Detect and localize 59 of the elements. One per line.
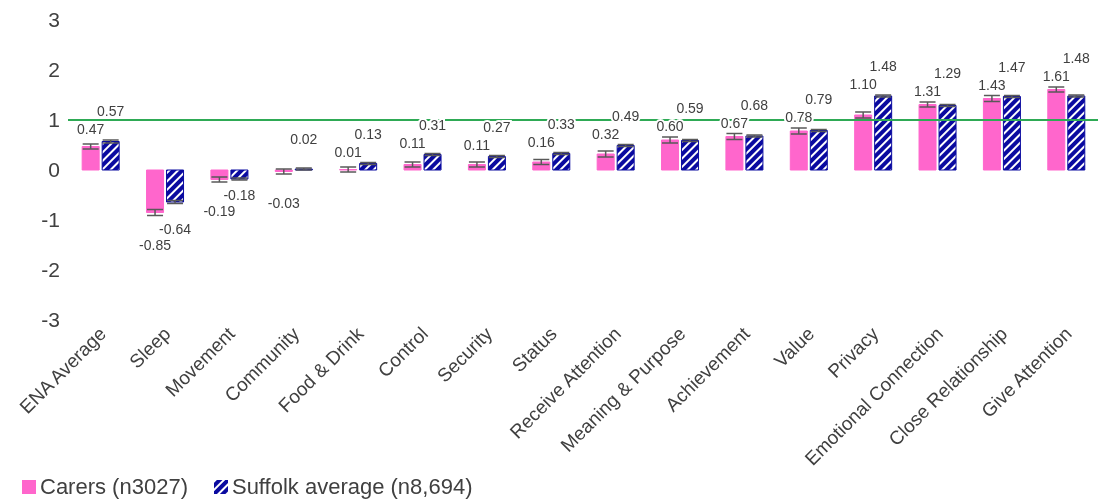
bar bbox=[616, 145, 635, 171]
bar bbox=[661, 139, 680, 171]
data-label: 0.27 bbox=[483, 118, 511, 135]
data-label: -0.19 bbox=[203, 203, 236, 219]
legend-label: Carers (n3027) bbox=[40, 474, 188, 500]
data-label: 0.02 bbox=[290, 131, 318, 147]
data-label: 0.16 bbox=[527, 133, 556, 150]
data-label: 0.11 bbox=[399, 134, 426, 151]
y-tick-label: 0 bbox=[48, 158, 60, 182]
bar bbox=[938, 105, 957, 171]
y-tick-label: -1 bbox=[41, 208, 60, 232]
data-label: 1.43 bbox=[978, 76, 1006, 93]
data-label: 1.47 bbox=[998, 58, 1026, 75]
data-label: 0.59 bbox=[676, 100, 704, 116]
y-tick-label: -2 bbox=[41, 258, 60, 282]
data-label: -0.18 bbox=[223, 187, 256, 203]
data-label: 0.32 bbox=[592, 125, 620, 142]
bar bbox=[874, 95, 893, 171]
legend-label: Suffolk average (n8,694) bbox=[231, 474, 473, 500]
bar bbox=[101, 141, 120, 171]
bar bbox=[146, 169, 165, 213]
bar bbox=[982, 98, 1001, 171]
bar bbox=[81, 146, 100, 171]
data-label: 0.01 bbox=[334, 143, 362, 160]
data-label: -0.64 bbox=[159, 220, 192, 237]
y-tick-label: 3 bbox=[48, 8, 60, 32]
data-label: 0.68 bbox=[740, 96, 769, 113]
bar bbox=[423, 154, 442, 171]
data-label: 0.47 bbox=[77, 121, 105, 137]
bar bbox=[1047, 89, 1066, 171]
data-label: 0.13 bbox=[354, 125, 382, 142]
bar bbox=[918, 104, 937, 171]
bar bbox=[487, 156, 506, 171]
data-label: 0.11 bbox=[463, 136, 491, 153]
data-label: -0.03 bbox=[267, 195, 300, 211]
bar bbox=[725, 136, 744, 171]
bar bbox=[166, 169, 185, 203]
data-label: 0.60 bbox=[656, 118, 684, 134]
data-label: 1.48 bbox=[869, 58, 897, 74]
y-tick-label: 2 bbox=[48, 58, 60, 82]
data-label: -0.85 bbox=[139, 236, 172, 253]
data-label: 0.79 bbox=[805, 91, 833, 107]
data-label: 1.29 bbox=[933, 65, 962, 81]
bar bbox=[809, 130, 828, 171]
bar bbox=[681, 140, 700, 171]
data-label: 0.31 bbox=[418, 116, 447, 133]
bar bbox=[745, 135, 764, 171]
y-tick-label: 1 bbox=[48, 108, 60, 132]
data-label: 1.31 bbox=[913, 83, 942, 99]
y-tick-label: -3 bbox=[41, 308, 60, 332]
bar bbox=[552, 153, 571, 171]
bar bbox=[789, 130, 808, 171]
data-label: 0.57 bbox=[97, 103, 125, 119]
data-label: 1.10 bbox=[849, 76, 877, 92]
data-label: 1.61 bbox=[1042, 68, 1071, 84]
bar bbox=[1002, 96, 1021, 171]
bar bbox=[1067, 95, 1086, 171]
data-label: 1.48 bbox=[1062, 50, 1091, 66]
bar bbox=[854, 114, 873, 171]
